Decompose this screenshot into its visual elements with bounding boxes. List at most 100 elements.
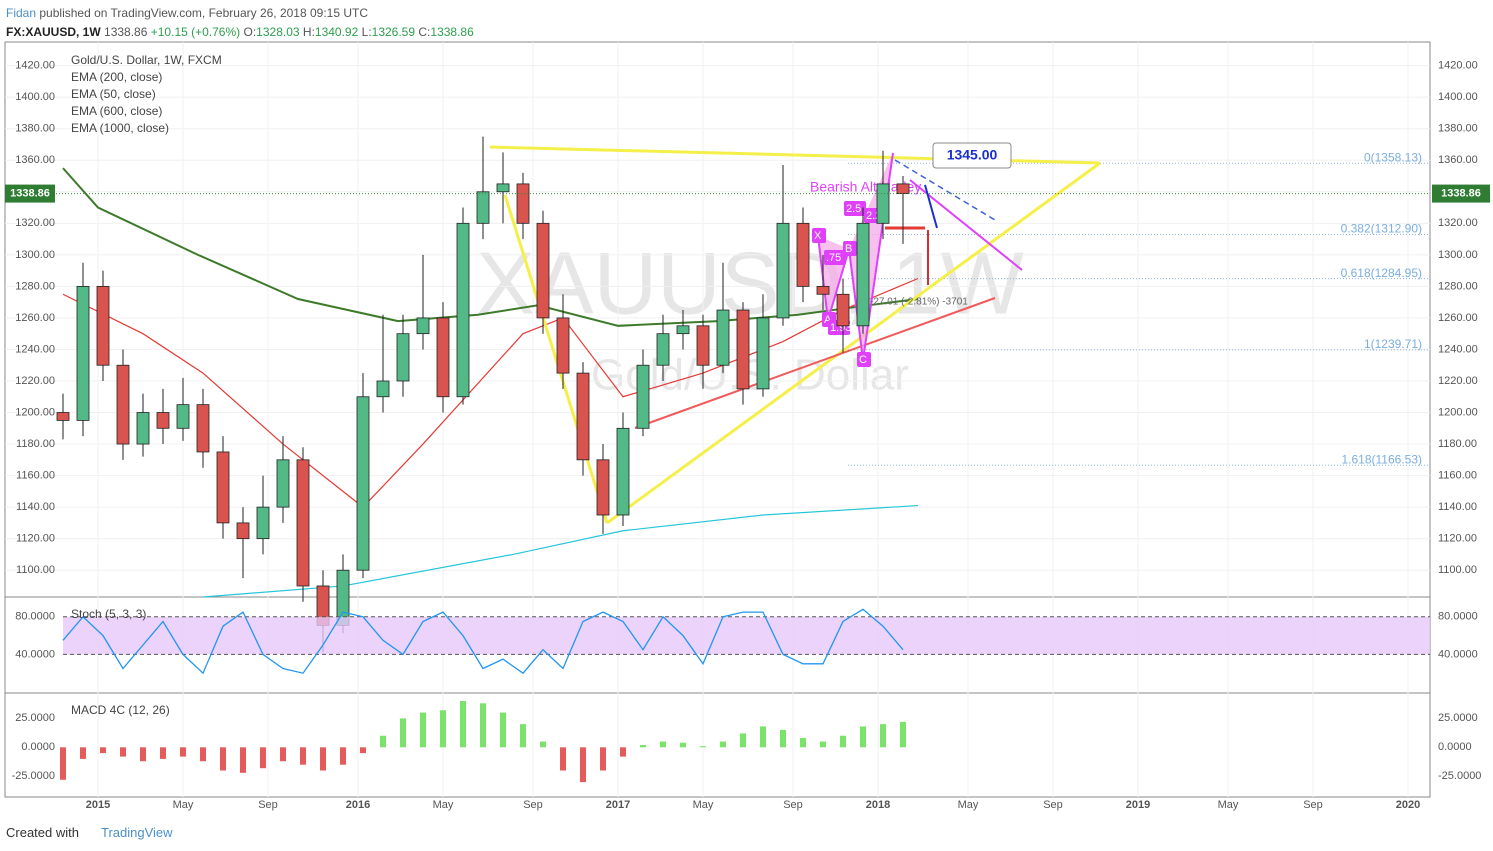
macd-bar: [400, 718, 406, 748]
candle-body: [796, 222, 810, 287]
y-tick-label: 1240.00: [15, 343, 55, 355]
pattern-point-box: [857, 352, 871, 367]
x-tick-label: 2016: [346, 799, 370, 811]
macd-bar: [620, 747, 626, 757]
last-price-tag: [1432, 184, 1490, 203]
candle-body: [696, 325, 710, 366]
x-tick-label: 2019: [1126, 799, 1150, 811]
macd-bar: [380, 735, 386, 748]
macd-bar: [580, 747, 586, 783]
macd-bar: [840, 735, 846, 748]
last-price-label: 1338.86: [1441, 187, 1481, 199]
y-tick-label: 1400.00: [15, 91, 55, 103]
candle-body: [896, 183, 910, 194]
x-tick-label: 2018: [866, 799, 890, 811]
y-tick-label: 1100.00: [1438, 564, 1477, 576]
candle-body: [836, 293, 850, 327]
candle-body: [76, 285, 90, 421]
candle-body: [876, 183, 890, 224]
target-label: 1345.00: [947, 147, 998, 163]
candle-body: [236, 522, 250, 540]
fib-label: 0(1358.13): [1364, 150, 1422, 164]
y-tick-label: 1220.00: [1438, 375, 1478, 387]
y-tick-label: 1120.00: [16, 533, 55, 545]
macd-tick-label: 0.0000: [21, 741, 55, 753]
y-tick-label: 1160.00: [1438, 470, 1477, 482]
x-tick-label: 2017: [606, 799, 630, 811]
pattern-point-box: [812, 228, 826, 243]
y-tick-label: 1140.00: [1438, 501, 1477, 513]
title: Gold/U.S. Dollar, 1W, FXCM: [71, 53, 222, 67]
stoch-line: [62, 608, 904, 675]
y-tick-label: 1320.00: [1438, 217, 1478, 229]
candle-body: [636, 364, 650, 429]
watermark: XAUUSD, 1W: [476, 233, 1024, 332]
x-tick-label: May: [173, 799, 194, 811]
y-tick-label: 1320.00: [15, 217, 55, 229]
candle-body: [96, 285, 110, 366]
header: Fidan published on TradingView.com, Febr…: [6, 4, 474, 42]
candle-body: [736, 309, 750, 390]
candle-body: [476, 191, 490, 224]
macd-bar: [160, 747, 166, 759]
footer: Created with TradingView: [6, 825, 173, 840]
last: 1338.86: [104, 25, 148, 39]
macd-bar: [760, 726, 766, 748]
candle-body: [116, 364, 130, 445]
macd-bar: [720, 741, 726, 748]
pattern-ratio: 2.5: [846, 203, 861, 215]
stoch-tick-label: 40.0000: [15, 648, 55, 660]
x-tick-label: Sep: [523, 799, 543, 811]
x-tick-label: May: [1218, 799, 1239, 811]
candle-body: [756, 317, 770, 390]
y-tick-label: 1180.00: [1438, 438, 1477, 450]
pattern-point: B: [845, 243, 852, 255]
candle-body: [856, 222, 870, 327]
ohlc: O:1328.03 H:1340.92 L:1326.59 C:1338.86: [244, 25, 474, 39]
y-tick-label: 1260.00: [15, 312, 55, 324]
ohlc-key: O:: [243, 25, 257, 39]
last-price-tag: [5, 184, 55, 203]
y-tick-label: 1380.00: [15, 123, 55, 135]
author[interactable]: Fidan: [6, 6, 37, 20]
macd-bar: [420, 712, 426, 748]
macd-bar: [500, 712, 506, 748]
brand[interactable]: TradingView: [100, 825, 173, 840]
macd-bar: [800, 738, 806, 748]
stoch-tick-label: 80.0000: [15, 611, 55, 623]
macd-tick-label: 25.0000: [1438, 712, 1478, 724]
macd-bar: [520, 724, 526, 748]
y-tick-label: 1160.00: [16, 470, 55, 482]
candle-body: [396, 333, 410, 382]
macd-bar: [900, 721, 906, 748]
macd-bar: [660, 741, 666, 748]
candle-body: [516, 183, 530, 224]
x-tick-label: Sep: [258, 799, 278, 811]
fib-label: 0.618(1284.95): [1341, 266, 1422, 280]
macd-bar: [780, 729, 786, 748]
macd-bar: [300, 747, 306, 765]
macd-tick-label: 25.0000: [15, 712, 55, 724]
macd-bar: [180, 747, 186, 757]
stoch-tick-label: 80.0000: [1438, 611, 1478, 623]
x-tick-label: 2020: [1396, 799, 1420, 811]
x-tick-label: 2015: [86, 799, 110, 811]
fib-label: 1.618(1166.53): [1341, 452, 1422, 466]
legend-entry: EMA (600, close): [71, 104, 162, 118]
ema-line: [202, 504, 919, 598]
candle-body: [356, 396, 370, 571]
stoch-band: [63, 616, 1430, 655]
candle-body: [196, 404, 210, 453]
candle-body: [456, 222, 470, 398]
x-tick-label: Sep: [1043, 799, 1063, 811]
ohlc-key: C:: [418, 25, 431, 39]
y-tick-label: 1300.00: [1438, 249, 1478, 261]
ohlc-value: 1328.03: [256, 25, 300, 39]
y-tick-label: 1420.00: [1438, 60, 1478, 72]
pattern-ratio: .75: [826, 252, 841, 264]
macd-bar: [200, 747, 206, 762]
measure-label: -27.01 (-2.81%) -3701: [870, 297, 968, 308]
macd-bar: [820, 741, 826, 748]
macd-bar: [100, 747, 106, 754]
